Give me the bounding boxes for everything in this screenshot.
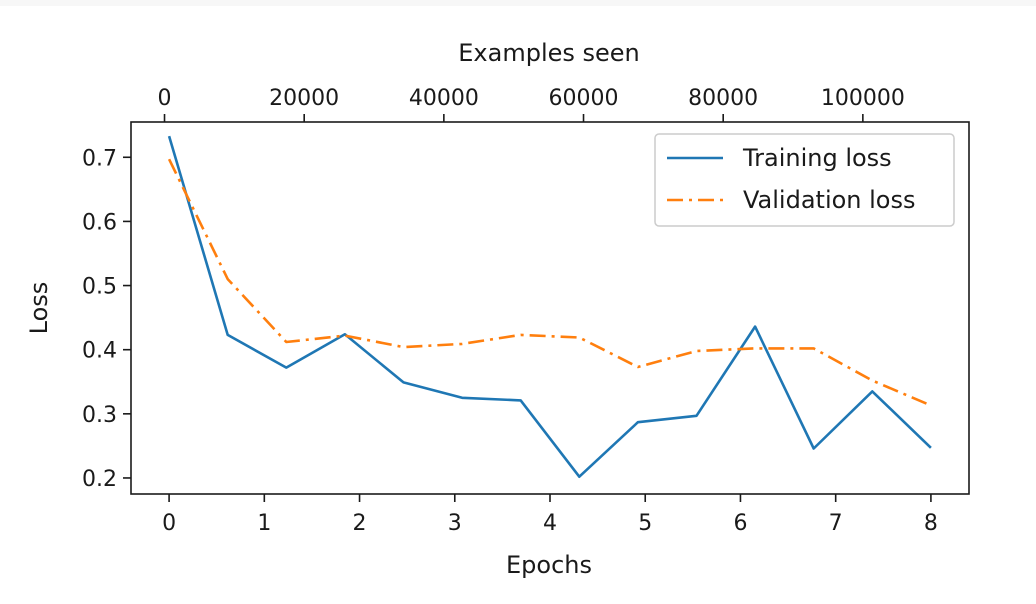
top-x-tick-label: 40000	[409, 86, 479, 111]
y-tick-label: 0.2	[82, 467, 117, 492]
top-x-tick-label: 100000	[821, 86, 905, 111]
x-tick-label: 0	[162, 511, 176, 536]
tick-labels: 0 1 2 3 4 5 6 7 8 0 20000 40000 60000 80000 100000 0.2 0…	[82, 86, 938, 536]
y-axis-label: Loss	[25, 282, 53, 335]
top-x-tick-label: 60000	[549, 86, 619, 111]
legend-label-training: Training loss	[742, 144, 892, 172]
validation-loss-line	[167, 158, 932, 407]
top-x-tick-label: 20000	[269, 86, 339, 111]
x-tick-label: 6	[733, 511, 747, 536]
x-axis-label: Epochs	[506, 551, 592, 579]
y-tick-label: 0.6	[82, 210, 117, 235]
y-tick-label: 0.4	[82, 339, 117, 364]
training-loss-line	[167, 135, 932, 479]
series-lines	[167, 135, 932, 479]
y-tick-label: 0.5	[82, 275, 117, 300]
plot-frame	[130, 121, 970, 495]
x-tick-label: 8	[924, 511, 938, 536]
x-tick-label: 2	[353, 511, 367, 536]
x-tick-label: 1	[257, 511, 271, 536]
top-x-tick-label: 80000	[688, 86, 758, 111]
tick-marks	[123, 114, 932, 502]
legend-label-validation: Validation loss	[743, 186, 916, 214]
top-strip	[0, 0, 1036, 6]
top-x-axis-label: Examples seen	[458, 39, 640, 67]
legend: Training loss Validation loss	[654, 133, 955, 227]
top-x-tick-label: 0	[158, 86, 172, 111]
legend-box	[654, 133, 955, 227]
x-tick-label: 5	[638, 511, 652, 536]
x-tick-label: 7	[829, 511, 843, 536]
y-tick-label: 0.3	[82, 403, 117, 428]
x-tick-label: 3	[448, 511, 462, 536]
y-tick-label: 0.7	[82, 146, 117, 171]
x-tick-label: 4	[543, 511, 557, 536]
